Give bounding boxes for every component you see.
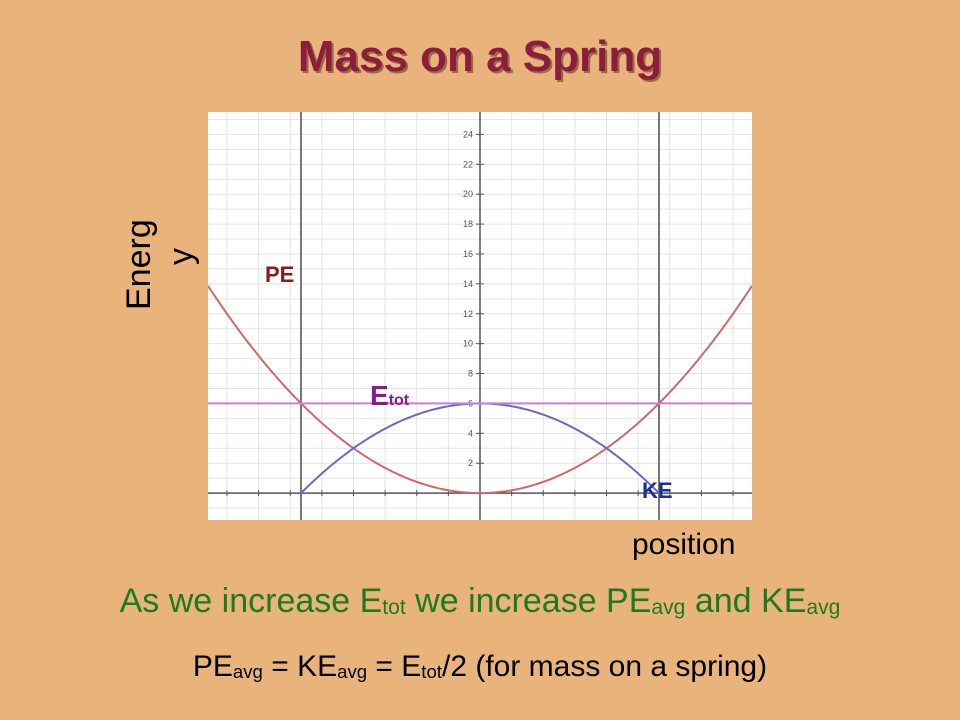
caption2-sub-avg-ke: avg bbox=[337, 660, 368, 682]
y-tick-label: 8 bbox=[468, 369, 473, 379]
y-tick-label: 2 bbox=[468, 458, 473, 468]
caption2-pe: PE bbox=[192, 650, 233, 683]
caption1-part3: and KE bbox=[685, 582, 807, 620]
caption2-sub-tot: tot bbox=[421, 660, 442, 682]
caption1-sub-tot: tot bbox=[382, 596, 406, 620]
axes: 24681012141618202224 bbox=[208, 112, 752, 520]
y-tick-label: 10 bbox=[463, 339, 473, 349]
y-tick-label: 12 bbox=[463, 309, 473, 319]
x-axis-label: position bbox=[632, 528, 736, 561]
etot-line-label: Etot bbox=[370, 380, 409, 412]
caption2-sub-avg-pe: avg bbox=[232, 660, 263, 682]
y-tick-label: 14 bbox=[463, 279, 473, 289]
pe-curve bbox=[208, 285, 752, 495]
energy-chart: 24681012141618202224 bbox=[208, 112, 752, 520]
caption1-sub-avg-ke: avg bbox=[806, 596, 841, 620]
y-tick-label: 22 bbox=[463, 159, 473, 169]
y-axis-label-part1: Energ bbox=[120, 219, 158, 310]
y-axis-label-part2: y bbox=[162, 248, 200, 265]
etot-label-sub: tot bbox=[388, 392, 410, 409]
caption2-rest: /2 (for mass on a spring) bbox=[441, 650, 768, 683]
caption-line-1: As we increase Etot we increase PEavg an… bbox=[0, 582, 960, 621]
caption2-ke: = KE bbox=[262, 650, 338, 683]
caption1-sub-avg-pe: avg bbox=[651, 596, 686, 620]
y-tick-label: 20 bbox=[463, 189, 473, 199]
y-tick-label: 24 bbox=[463, 129, 473, 139]
series-group bbox=[208, 285, 752, 495]
caption-line-2: PEavg = KEavg = Etot/2 (for mass on a sp… bbox=[0, 650, 960, 684]
y-tick-label: 4 bbox=[468, 428, 473, 438]
etot-label-main: E bbox=[370, 380, 389, 411]
pe-curve-label: PE bbox=[265, 262, 295, 287]
caption2-e: = E bbox=[367, 650, 422, 683]
y-tick-label: 16 bbox=[463, 249, 473, 259]
caption1-part1: As we increase E bbox=[119, 582, 383, 620]
slide-title: Mass on a Spring bbox=[297, 32, 663, 81]
y-tick-label: 18 bbox=[463, 219, 473, 229]
ke-curve-label: KE bbox=[642, 478, 673, 503]
caption1-part2: we increase PE bbox=[405, 582, 652, 620]
